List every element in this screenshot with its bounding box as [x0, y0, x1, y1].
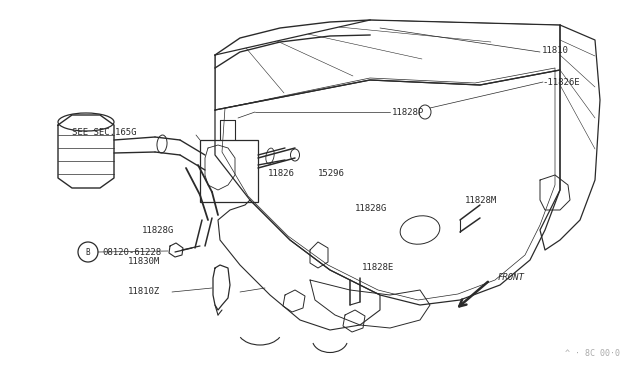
Text: -11826E: -11826E [542, 77, 580, 87]
Text: B: B [86, 247, 90, 257]
Text: ^ · 8C 00·0: ^ · 8C 00·0 [565, 349, 620, 358]
Text: 11828P: 11828P [392, 108, 424, 116]
Text: 11828E: 11828E [362, 263, 394, 273]
Bar [200, 140, 258, 202]
Text: 08120-61228: 08120-61228 [102, 247, 161, 257]
Text: 11810Z: 11810Z [128, 288, 160, 296]
Text: 11828G: 11828G [355, 203, 387, 212]
Text: 11828G: 11828G [142, 225, 174, 234]
Text: 11826: 11826 [268, 169, 295, 177]
Text: 11830M: 11830M [128, 257, 160, 266]
Text: FRONT: FRONT [498, 273, 525, 282]
Text: 15296: 15296 [318, 169, 345, 177]
Text: SEE SEC.165G: SEE SEC.165G [72, 128, 136, 137]
Text: 11828M: 11828M [465, 196, 497, 205]
Text: 11810: 11810 [542, 45, 569, 55]
